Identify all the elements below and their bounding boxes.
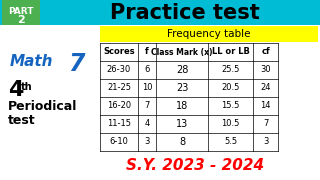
FancyBboxPatch shape: [100, 26, 318, 42]
Text: 10.5: 10.5: [221, 120, 240, 129]
Text: 30: 30: [260, 66, 271, 75]
Text: Frequency table: Frequency table: [167, 29, 251, 39]
Text: 24: 24: [260, 84, 271, 93]
Text: 14: 14: [260, 102, 271, 111]
FancyBboxPatch shape: [0, 0, 320, 25]
Text: cf: cf: [261, 48, 270, 57]
Text: f: f: [145, 48, 149, 57]
Text: 18: 18: [176, 101, 188, 111]
Text: 4: 4: [8, 80, 23, 100]
Text: 7: 7: [68, 52, 84, 76]
Text: 3: 3: [144, 138, 150, 147]
Text: 23: 23: [176, 83, 188, 93]
Text: 3: 3: [263, 138, 268, 147]
Text: 16-20: 16-20: [107, 102, 131, 111]
Text: 6-10: 6-10: [109, 138, 128, 147]
Text: 21-25: 21-25: [107, 84, 131, 93]
Text: Class Mark (x): Class Mark (x): [151, 48, 213, 57]
FancyBboxPatch shape: [2, 0, 40, 26]
Text: th: th: [21, 82, 33, 92]
Text: 10: 10: [142, 84, 152, 93]
Text: 2: 2: [17, 15, 25, 25]
Text: 7: 7: [263, 120, 268, 129]
Text: 11-15: 11-15: [107, 120, 131, 129]
Text: Practice test: Practice test: [110, 3, 260, 23]
Text: 20.5: 20.5: [221, 84, 240, 93]
Text: 13: 13: [176, 119, 188, 129]
Text: PART: PART: [8, 6, 34, 15]
Text: 5.5: 5.5: [224, 138, 237, 147]
Text: 7: 7: [144, 102, 150, 111]
Text: 28: 28: [176, 65, 188, 75]
Text: 26-30: 26-30: [107, 66, 131, 75]
Text: S.Y. 2023 - 2024: S.Y. 2023 - 2024: [126, 158, 264, 172]
Text: test: test: [8, 114, 36, 127]
FancyBboxPatch shape: [0, 25, 320, 180]
Text: Math: Math: [10, 55, 53, 69]
Text: 6: 6: [144, 66, 150, 75]
Text: 4: 4: [144, 120, 150, 129]
Text: 15.5: 15.5: [221, 102, 240, 111]
Text: 8: 8: [179, 137, 185, 147]
Text: Periodical: Periodical: [8, 100, 77, 114]
Text: LL or LB: LL or LB: [212, 48, 249, 57]
Text: 25.5: 25.5: [221, 66, 240, 75]
Text: Scores: Scores: [103, 48, 135, 57]
